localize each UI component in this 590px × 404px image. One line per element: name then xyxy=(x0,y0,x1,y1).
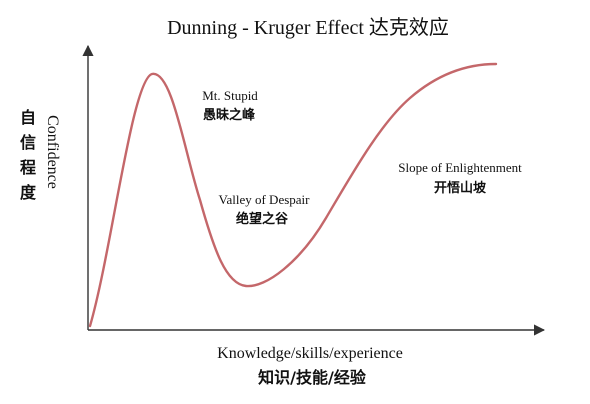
y-axis-label-en: Confidence xyxy=(44,115,61,189)
x-axis-label-zh: 知识/技能/经验 xyxy=(258,368,367,387)
x-axis-label-en: Knowledge/skills/experience xyxy=(217,345,403,362)
y-axis-label-zh-2: 信 xyxy=(20,133,36,152)
valley-label-zh: 绝望之谷 xyxy=(236,211,289,227)
valley-label-en: Valley of Despair xyxy=(219,192,311,207)
y-axis-label-zh-4: 度 xyxy=(20,183,37,202)
y-axis-label-zh-3: 程 xyxy=(20,158,36,177)
y-axis-label-zh-1: 自 xyxy=(20,108,36,127)
slope-label-zh: 开悟山坡 xyxy=(434,180,487,196)
slope-label-en: Slope of Enlightenment xyxy=(398,160,522,175)
peak-label-en: Mt. Stupid xyxy=(202,88,258,103)
peak-label-zh: 愚昧之峰 xyxy=(203,107,256,123)
diagram-title: Dunning - Kruger Effect 达克效应 xyxy=(167,16,449,39)
confidence-curve xyxy=(88,62,498,328)
